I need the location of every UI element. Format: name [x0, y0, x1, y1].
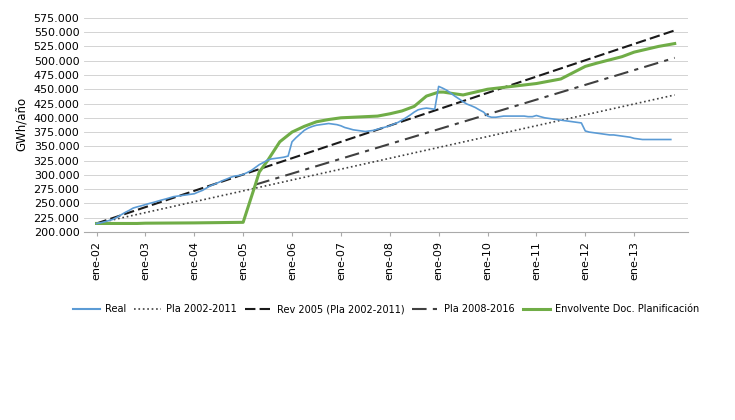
Legend: Real, Pla 2002-2011, Rev 2005 (Pla 2002-2011), Pla 2008-2016, Envolvente Doc. Pl: Real, Pla 2002-2011, Rev 2005 (Pla 2002-…: [69, 301, 703, 318]
Y-axis label: GWh/año: GWh/año: [15, 97, 28, 151]
